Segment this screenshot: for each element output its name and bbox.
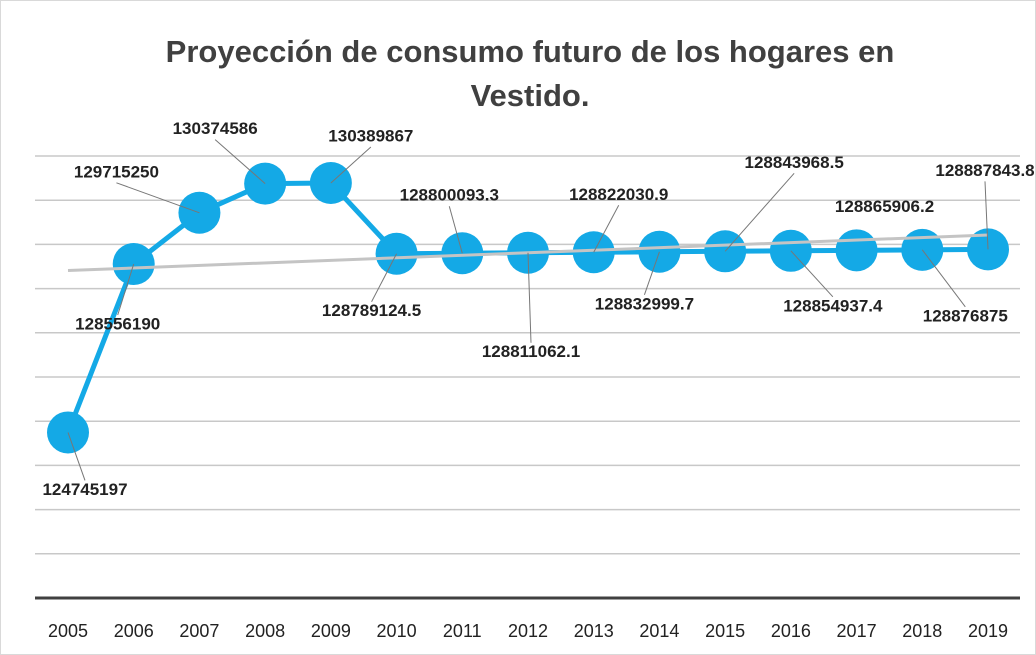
leader-line bbox=[371, 253, 398, 302]
x-tick-label: 2009 bbox=[311, 621, 351, 641]
x-tick-label: 2011 bbox=[443, 621, 482, 641]
leader-line bbox=[724, 172, 795, 252]
leader-line bbox=[921, 249, 966, 308]
data-label: 128800093.3 bbox=[400, 186, 499, 205]
leader-line bbox=[330, 146, 372, 184]
leader-line bbox=[527, 252, 532, 343]
leader-line bbox=[117, 263, 135, 316]
chart-title: Proyección de consumo futuro de los hoga… bbox=[165, 34, 895, 113]
data-label: 130389867 bbox=[328, 126, 413, 145]
data-label: 129715250 bbox=[74, 162, 159, 181]
x-tick-label: 2008 bbox=[245, 621, 285, 641]
data-label: 128876875 bbox=[923, 306, 1008, 325]
data-label: 128865906.2 bbox=[835, 197, 934, 216]
leader-line bbox=[593, 205, 620, 253]
leader-line bbox=[67, 432, 86, 481]
x-tick-label: 2007 bbox=[179, 621, 219, 641]
x-tick-label: 2019 bbox=[968, 621, 1008, 641]
leader-line bbox=[643, 251, 660, 295]
data-label: 128832999.7 bbox=[595, 294, 694, 313]
x-tick-label: 2014 bbox=[639, 621, 679, 641]
x-tick-label: 2005 bbox=[48, 621, 88, 641]
x-tick-label: 2006 bbox=[114, 621, 154, 641]
x-tick-label: 2012 bbox=[508, 621, 548, 641]
data-label: 130374586 bbox=[173, 119, 258, 138]
x-tick-label: 2017 bbox=[837, 621, 877, 641]
x-tick-label: 2018 bbox=[902, 621, 942, 641]
marker bbox=[835, 229, 878, 272]
leader-line bbox=[116, 182, 200, 214]
data-label: 128789124.5 bbox=[322, 301, 421, 320]
data-label: 128822030.9 bbox=[569, 185, 668, 204]
data-label: 128556190 bbox=[75, 315, 160, 334]
leader-line bbox=[448, 206, 463, 254]
data-label: 124745197 bbox=[42, 480, 127, 499]
leader-line bbox=[790, 250, 834, 298]
data-label: 128854937.4 bbox=[783, 296, 883, 315]
data-label: 128811062.1 bbox=[482, 342, 580, 361]
x-tick-label: 2013 bbox=[574, 621, 614, 641]
x-tick-label: 2016 bbox=[771, 621, 811, 641]
leader-line bbox=[214, 139, 266, 185]
x-tick-label: 2010 bbox=[377, 621, 417, 641]
data-label: 128843968.5 bbox=[745, 153, 844, 172]
x-tick-label: 2015 bbox=[705, 621, 745, 641]
leader-line bbox=[984, 181, 989, 250]
data-label: 128887843.8 bbox=[935, 161, 1034, 180]
